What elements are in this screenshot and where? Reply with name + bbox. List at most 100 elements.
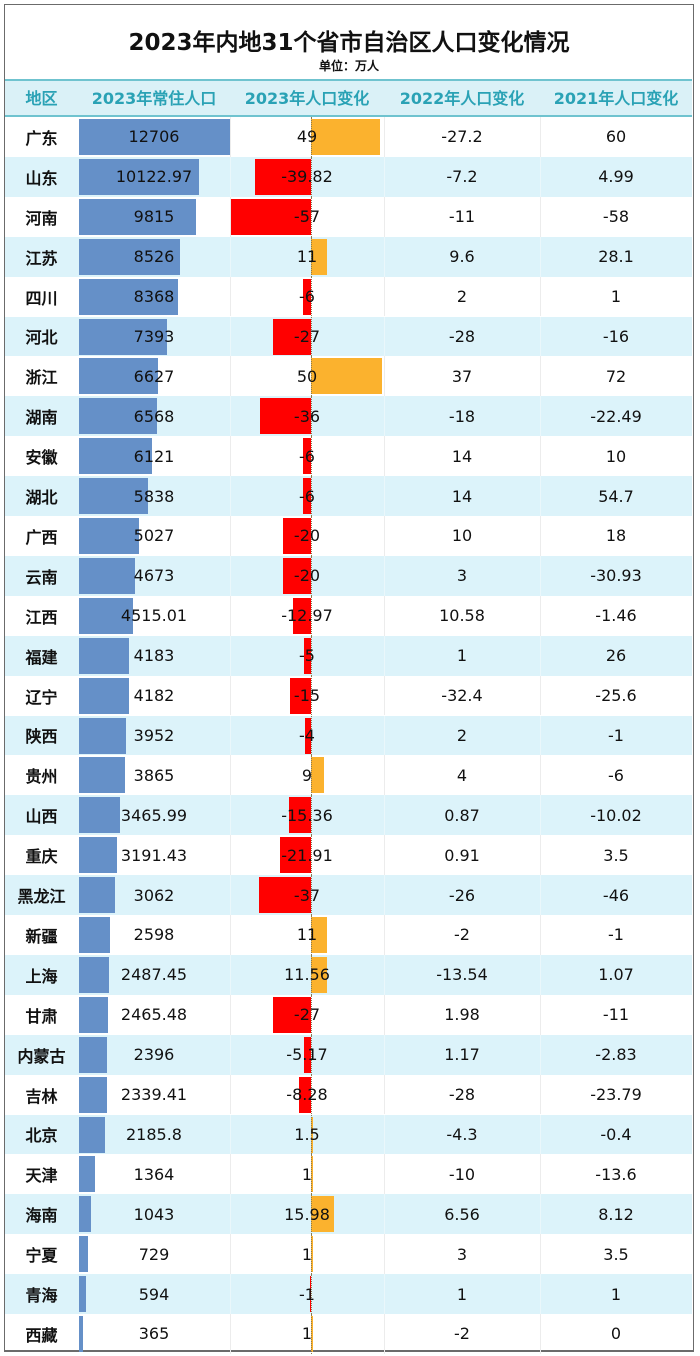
zero-axis-line [311,436,312,477]
change-2023-value: -5.17 [286,1045,328,1065]
change-2023-value: -57 [293,207,321,227]
population-bar [79,358,158,395]
column-divider [540,875,541,915]
region-name: 上海 [25,966,58,986]
population-value: 8526 [133,247,175,267]
column-divider [540,476,541,516]
change-2021-value: 1 [610,287,622,307]
column-divider [230,1114,231,1155]
column-divider [540,356,541,397]
column-divider [230,396,231,437]
column-divider [540,436,541,477]
change-2023-value: 49 [296,127,318,147]
change-2021-value: 10 [605,446,627,466]
change-2023-value: -4 [299,725,315,745]
column-divider [540,835,541,876]
chart-frame: 2023年内地31个省市自治区人口变化情况 单位：万人 地区 2023年常住人口… [4,4,694,1354]
column-divider [540,555,541,596]
change-2023-bar [254,158,311,195]
table-row: 吉林 2339.41 -8.28 -28 -23.79 [5,1074,692,1115]
region-name: 新疆 [25,926,58,946]
column-divider [384,1194,385,1235]
change-2023-value: -36 [293,406,321,426]
change-2023-value: -39.82 [281,167,333,187]
population-bar [79,677,129,714]
change-2021-value: -1 [608,725,624,745]
zero-axis-line [311,1074,312,1115]
table-row: 内蒙古 2396 -5.17 1.17 -2.83 [5,1034,692,1075]
zero-axis-line [311,675,312,716]
column-divider [384,1034,385,1075]
change-2021-value: -1 [608,925,624,945]
population-value: 7393 [133,326,175,346]
change-2021-value: -2.83 [595,1045,637,1065]
change-2022-value: 0.91 [444,845,480,865]
change-2021-value: -30.93 [590,566,642,586]
column-divider [540,396,541,437]
column-divider [540,954,541,995]
column-divider [384,117,385,157]
zero-axis-line [311,1274,312,1314]
population-bar [79,1156,96,1193]
population-bar [79,1316,84,1352]
change-2022-value: -7.2 [446,167,478,187]
change-2023-bar [309,1276,311,1313]
region-name: 广东 [25,128,58,148]
population-bar [79,877,116,914]
column-divider [230,875,231,915]
region-name: 贵州 [25,767,58,787]
population-bar [79,1196,92,1233]
change-2021-value: 60 [605,127,627,147]
change-2023-value: 11 [296,925,318,945]
change-2021-value: -16 [602,326,630,346]
column-divider [230,436,231,477]
column-divider [230,954,231,995]
column-divider [384,1074,385,1115]
column-divider [230,1034,231,1075]
change-2022-value: 2 [456,287,468,307]
zero-axis-line [311,476,312,516]
column-divider [230,675,231,716]
column-header-region: 地区 [25,89,58,108]
table-row: 宁夏 729 1 3 3.5 [5,1234,692,1275]
change-2022-value: -10 [448,1164,476,1184]
population-bar [79,717,126,754]
region-name: 山东 [25,168,58,188]
column-divider [540,915,541,955]
column-divider [384,915,385,955]
change-2022-value: 14 [451,486,473,506]
population-bar [79,557,135,594]
change-2023-bar [289,677,311,714]
table-row: 西藏 365 1 -2 0 [5,1314,692,1354]
column-divider [540,1314,541,1354]
table-row: 北京 2185.8 1.5 -4.3 -0.4 [5,1114,692,1155]
region-name: 西藏 [25,1325,58,1345]
population-bar [79,1076,107,1113]
column-divider [230,476,231,516]
column-divider [384,755,385,796]
change-2023-value: -21.91 [281,845,333,865]
column-divider [384,715,385,756]
population-bar [79,637,129,674]
column-divider [540,1194,541,1235]
table-row: 江西 4515.01 -12.97 10.58 -1.46 [5,595,692,636]
population-value: 3865 [133,765,175,785]
change-2023-value: 50 [296,366,318,386]
column-divider [230,555,231,596]
population-value: 4515.01 [120,606,188,626]
change-2021-value: 72 [605,366,627,386]
change-2023-value: -20 [293,526,321,546]
column-divider [540,635,541,676]
change-2023-value: 1 [301,1324,313,1344]
table-row: 江苏 8526 11 9.6 28.1 [5,236,692,277]
population-bar [79,996,109,1033]
column-divider [230,635,231,676]
column-header-change-2023: 2023年人口变化 [244,89,370,108]
region-name: 河北 [25,328,58,348]
population-value: 365 [138,1324,170,1344]
column-divider [384,795,385,836]
zero-axis-line [311,356,312,397]
column-divider [230,236,231,277]
population-value: 2396 [133,1045,175,1065]
region-name: 内蒙古 [17,1046,66,1066]
